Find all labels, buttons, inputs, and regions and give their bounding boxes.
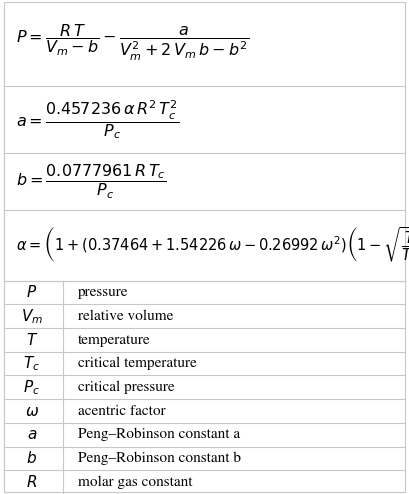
Text: $T$: $T$ [25,332,38,348]
Text: $P_c$: $P_c$ [23,378,40,397]
Text: Peng–Robinson constant b: Peng–Robinson constant b [78,452,241,465]
Text: acentric factor: acentric factor [78,404,165,418]
Text: $\omega$: $\omega$ [25,404,39,418]
Text: $R$: $R$ [26,474,37,490]
Text: temperature: temperature [78,333,151,347]
Text: critical temperature: critical temperature [78,357,196,370]
Text: $P$: $P$ [26,285,37,300]
Text: $P = \dfrac{R\,T}{V_m - b} - \dfrac{a}{V_m^2 + 2\,V_m\,b - b^2}$: $P = \dfrac{R\,T}{V_m - b} - \dfrac{a}{V… [16,23,250,63]
Text: Peng–Robinson constant a: Peng–Robinson constant a [78,428,240,442]
Text: $\alpha = \left(1 + \left(0.37464 + 1.54226\,\omega - 0.26992\,\omega^2\right)\l: $\alpha = \left(1 + \left(0.37464 + 1.54… [16,225,409,265]
Text: relative volume: relative volume [78,309,173,323]
Text: $b = \dfrac{0.0777961\,R\,T_c}{P_c}$: $b = \dfrac{0.0777961\,R\,T_c}{P_c}$ [16,163,167,201]
Text: pressure: pressure [78,286,128,299]
Text: $V_m$: $V_m$ [21,307,43,326]
Text: $b$: $b$ [26,451,37,466]
Text: critical pressure: critical pressure [78,380,174,394]
Text: $T_c$: $T_c$ [23,354,40,373]
Text: $a$: $a$ [27,427,37,442]
Text: $a = \dfrac{0.457236\,\alpha\,R^2\,T_c^2}{P_c}$: $a = \dfrac{0.457236\,\alpha\,R^2\,T_c^2… [16,98,180,141]
Text: molar gas constant: molar gas constant [78,475,192,489]
